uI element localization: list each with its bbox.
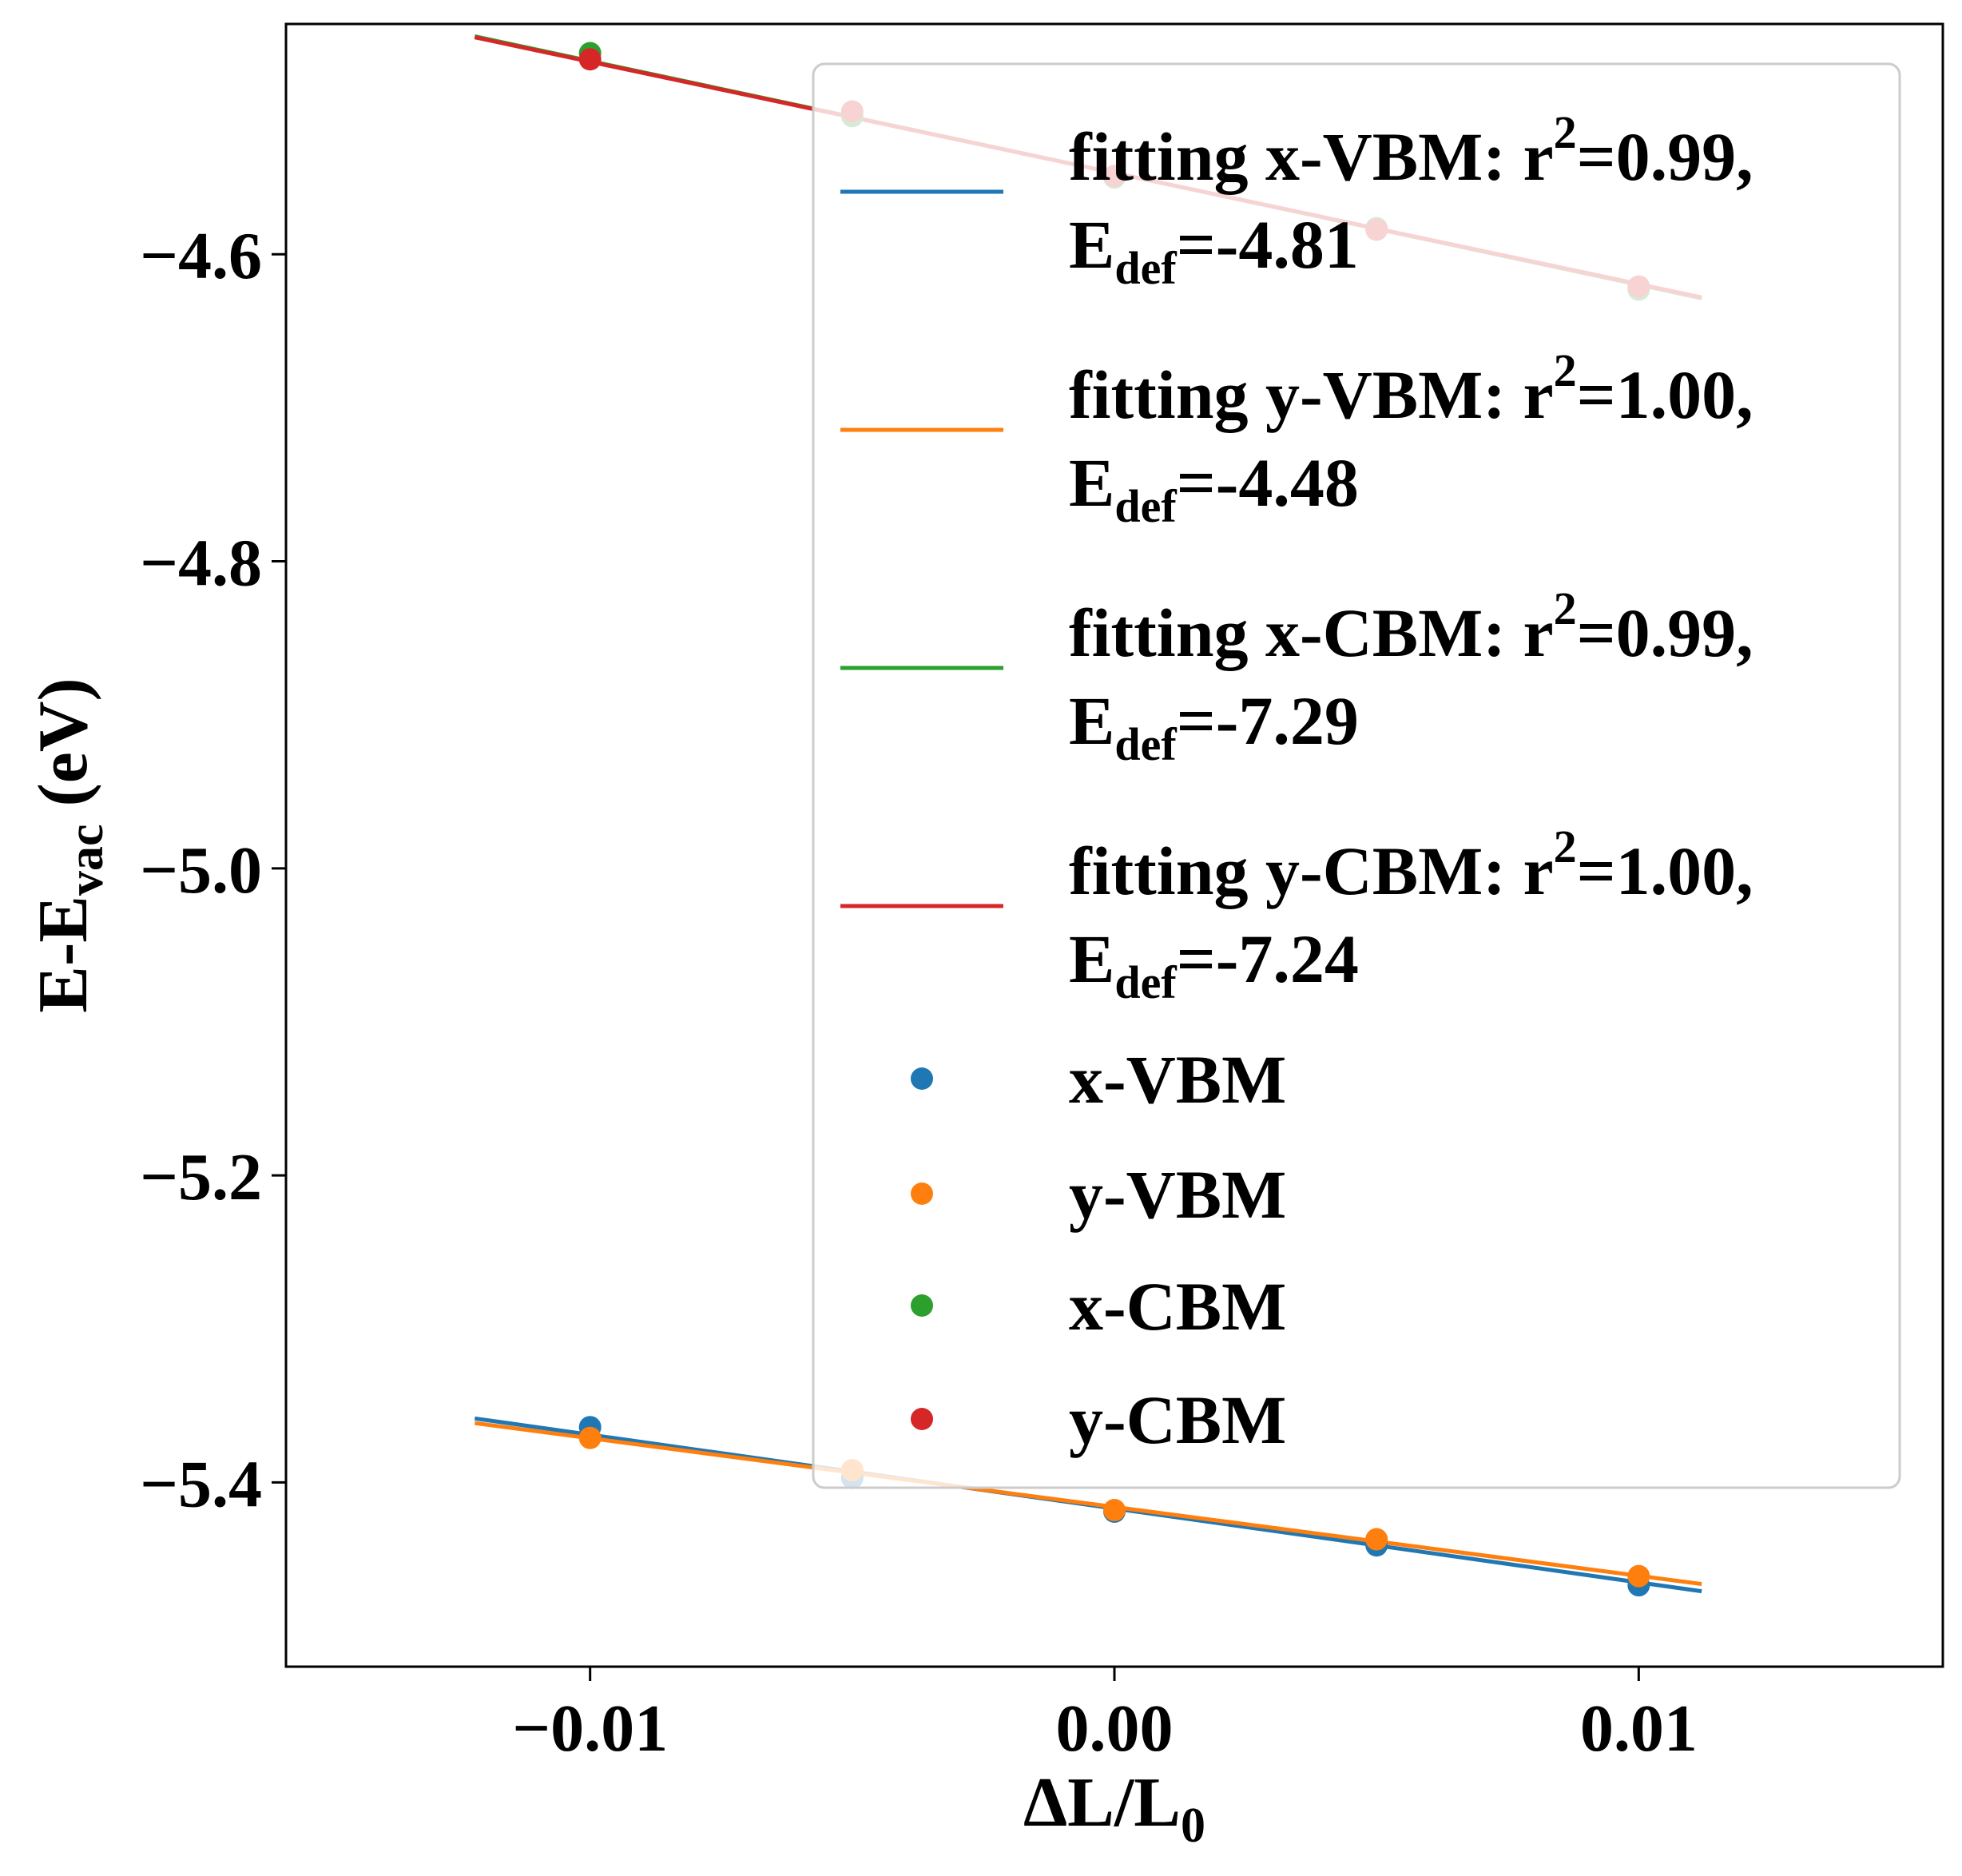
legend-fit-text-end: =0.99, bbox=[1577, 594, 1753, 671]
legend-series-label: x-CBM bbox=[1069, 1268, 1286, 1345]
point-y-VBM bbox=[578, 1426, 602, 1449]
legend-fit-label-line2: Edef=-4.48 bbox=[1069, 444, 1359, 532]
y-axis-label-post: (eV) bbox=[25, 678, 102, 824]
legend-series-label: y-VBM bbox=[1069, 1156, 1286, 1233]
y-tick-label: −5.2 bbox=[140, 1140, 262, 1214]
legend: fitting x-VBM: r2=0.99,Edef=-4.81fitting… bbox=[812, 62, 1901, 1489]
x-tick-label: 0.01 bbox=[1580, 1691, 1698, 1766]
legend-marker-x-CBM bbox=[911, 1294, 933, 1317]
legend-series-label: y-CBM bbox=[1069, 1381, 1286, 1458]
legend-edef-pre: E bbox=[1069, 444, 1114, 521]
x-axis: −0.01 0.00 0.01 bbox=[512, 1667, 1698, 1766]
legend-marker-y-VBM bbox=[911, 1182, 933, 1205]
y-axis-label-pre: E-E bbox=[25, 896, 102, 1013]
y-tick-label: −4.6 bbox=[140, 219, 262, 293]
y-tick-label: −4.8 bbox=[140, 527, 262, 601]
legend-marker-y-CBM bbox=[911, 1408, 933, 1430]
legend-fit-text-end: =0.99, bbox=[1577, 118, 1753, 195]
legend-fit-label-line1: fitting x-VBM: r2=0.99, bbox=[1069, 106, 1753, 195]
legend-fit-label-line1: fitting x-CBM: r2=0.99, bbox=[1069, 582, 1753, 671]
legend-edef-value: =-7.29 bbox=[1177, 682, 1359, 759]
legend-fit-text: fitting y-CBM: r bbox=[1069, 833, 1554, 909]
legend-marker-x-VBM bbox=[911, 1067, 933, 1090]
legend-fit-text-end: =1.00, bbox=[1577, 833, 1753, 909]
x-tick-label: −0.01 bbox=[512, 1691, 668, 1766]
y-axis-label: E-Evac (eV) bbox=[25, 678, 113, 1012]
y-axis: −4.6 −4.8 −5.0 −5.2 −5.4 bbox=[140, 219, 286, 1521]
point-y-VBM bbox=[1627, 1564, 1650, 1588]
legend-edef-pre: E bbox=[1069, 920, 1114, 997]
legend-fit-label-line2: Edef=-7.24 bbox=[1069, 920, 1359, 1008]
point-y-CBM bbox=[578, 48, 602, 71]
point-y-VBM bbox=[1365, 1528, 1388, 1551]
fit-line-y-VBM bbox=[474, 1421, 1702, 1587]
legend-edef-sub: def bbox=[1114, 956, 1177, 1008]
legend-fit-label-line1: fitting y-CBM: r2=1.00, bbox=[1069, 821, 1753, 909]
legend-fit-label-line2: Edef=-7.29 bbox=[1069, 682, 1359, 770]
point-y-VBM bbox=[1103, 1499, 1126, 1522]
y-axis-label-sub: vac bbox=[59, 824, 113, 896]
y-tick-label: −5.4 bbox=[140, 1447, 262, 1521]
legend-fit-sup: 2 bbox=[1554, 582, 1577, 634]
legend-fit-label-line2: Edef=-4.81 bbox=[1069, 206, 1359, 294]
legend-series-label: x-VBM bbox=[1069, 1041, 1286, 1118]
legend-edef-value: =-7.24 bbox=[1177, 920, 1359, 997]
legend-edef-pre: E bbox=[1069, 206, 1114, 283]
x-axis-label-main: ΔL/L bbox=[1023, 1764, 1181, 1842]
legend-fit-text: fitting x-VBM: r bbox=[1069, 118, 1554, 195]
legend-edef-sub: def bbox=[1114, 242, 1177, 294]
legend-fit-sup: 2 bbox=[1554, 821, 1577, 872]
y-tick-label: −5.0 bbox=[140, 833, 262, 908]
legend-edef-sub: def bbox=[1114, 718, 1177, 770]
legend-edef-sub: def bbox=[1114, 480, 1177, 532]
legend-edef-pre: E bbox=[1069, 682, 1114, 759]
legend-fit-sup: 2 bbox=[1554, 344, 1577, 396]
legend-edef-value: =-4.81 bbox=[1177, 206, 1359, 283]
legend-fit-text: fitting x-CBM: r bbox=[1069, 594, 1554, 671]
legend-edef-value: =-4.48 bbox=[1177, 444, 1359, 521]
x-axis-label: ΔL/L0 bbox=[1023, 1764, 1205, 1853]
legend-frame bbox=[812, 62, 1901, 1489]
legend-fit-text-end: =1.00, bbox=[1577, 356, 1753, 433]
x-tick-label: 0.00 bbox=[1056, 1691, 1174, 1766]
legend-fit-sup: 2 bbox=[1554, 106, 1577, 158]
legend-fit-label-line1: fitting y-VBM: r2=1.00, bbox=[1069, 344, 1753, 433]
legend-fit-text: fitting y-VBM: r bbox=[1069, 356, 1554, 433]
x-axis-label-sub: 0 bbox=[1181, 1798, 1205, 1853]
